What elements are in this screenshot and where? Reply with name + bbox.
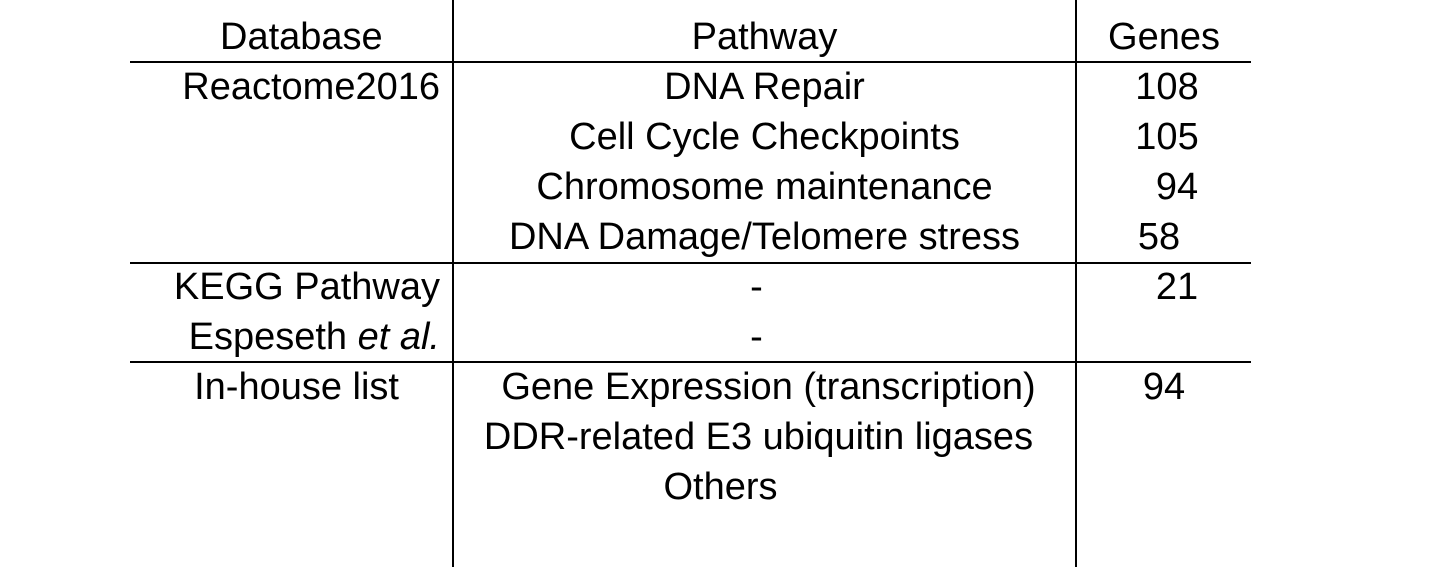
column-divider-2 (1075, 0, 1077, 567)
pathway-cell: DNA Repair (664, 66, 865, 108)
pathway-cell: DNA Damage/Telomere stress (508, 216, 1021, 258)
header-genes: Genes (1108, 16, 1220, 58)
header-pathway: Pathway (691, 16, 838, 58)
database-kegg: KEGG Pathway (173, 266, 440, 308)
pathway-cell: Chromosome maintenance (536, 166, 993, 208)
genes-cell: 58 (1137, 216, 1181, 258)
genes-cell: 105 (1135, 116, 1199, 158)
database-reactome: Reactome2016 (182, 66, 440, 108)
genes-cell: 108 (1135, 66, 1199, 108)
database-inhouse: In-house list (194, 366, 399, 408)
pathway-cell: Gene Expression (transcription) (501, 366, 1036, 408)
row-divider-reactome (130, 262, 1251, 264)
pathway-cell: Cell Cycle Checkpoints (569, 116, 960, 158)
genes-cell: 94 (1155, 166, 1199, 208)
pathway-cell: - (750, 316, 763, 358)
database-espeseth-italic: et al. (357, 316, 440, 358)
column-divider-1 (452, 0, 454, 567)
database-espeseth-prefix: Espeseth (188, 316, 358, 358)
pathway-cell: - (750, 266, 763, 308)
genes-cell: 21 (1155, 266, 1199, 308)
database-espeseth: Espeseth et al. (189, 312, 440, 362)
row-divider-espeseth (130, 361, 1251, 363)
header-divider (130, 61, 1251, 63)
pathway-cell: DDR-related E3 ubiquitin ligases (483, 416, 1034, 458)
header-database: Database (220, 16, 383, 58)
pathway-cell: Others (663, 466, 778, 508)
genes-cell: 94 (1142, 366, 1186, 408)
